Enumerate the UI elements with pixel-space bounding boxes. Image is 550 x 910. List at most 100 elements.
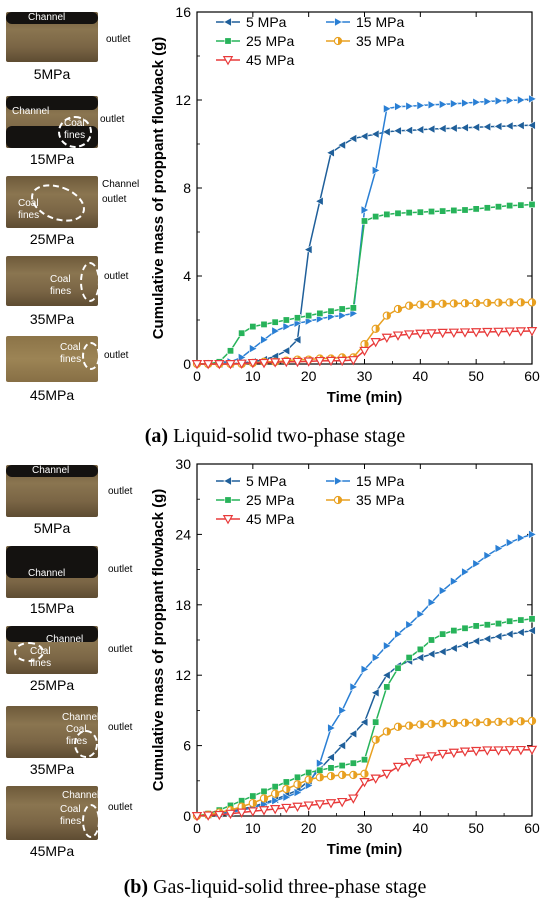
x-tick-label: 40 [413,820,429,836]
data-point [348,133,357,144]
x-tick-label: 60 [524,820,540,836]
data-point [450,206,458,214]
data-point [249,323,257,331]
data-point [472,205,480,213]
data-point [359,131,369,142]
data-point [527,120,536,131]
legend-marker [222,515,234,525]
photo-b-5mpa: Channel [6,465,98,517]
legend-marker [334,476,343,486]
data-point [293,773,301,781]
data-point [370,688,380,698]
data-point [282,792,292,802]
data-point [316,309,324,317]
data-point [493,631,503,642]
pressure-label: 5MPa [33,66,71,82]
pressure-label: 15MPa [29,600,75,616]
data-point [359,717,369,727]
data-point [483,96,493,107]
data-point [494,620,502,628]
data-point [460,299,470,308]
data-point [393,722,403,731]
photo-b-25mpa: Channel Coal fines [6,626,98,674]
data-point [315,773,324,782]
pressure-label: 15MPa [29,151,75,167]
data-point [393,304,403,314]
pressure-label: 25MPa [29,677,75,693]
data-point [415,329,426,340]
data-point [416,100,426,111]
data-point [293,780,302,789]
data-point [303,357,314,367]
data-point [483,621,491,629]
data-point [372,652,381,663]
data-point [249,792,257,800]
outlet-label: outlet [106,34,131,45]
data-point [526,327,538,337]
chart-a: 0 10 20 30 40 50 60 0 4 8 12 16 Time (min) Cumulative… [150,4,540,406]
photo-label: Channel [46,634,84,645]
photo-label: Channel [28,12,66,23]
outlet-label: outlet [108,722,133,733]
data-point [449,643,458,653]
data-point [281,357,292,368]
data-point [405,209,413,217]
data-point [506,95,515,106]
data-point [360,217,368,225]
data-point [338,762,346,770]
series-35-mpa [192,716,537,821]
photo-label: Channel [12,106,50,117]
data-point [260,787,268,795]
legend-entry: 15 MPa [326,473,404,489]
data-point [403,330,415,340]
data-point [494,717,503,727]
outlet-label: outlet [108,486,133,497]
photo-label: Coal [66,724,87,735]
legend-marker [224,496,232,504]
data-point [437,123,447,134]
pressure-label: 25MPa [29,231,75,247]
data-point [392,331,404,341]
data-point [372,213,380,221]
legend-label: 25 MPa [246,33,294,49]
data-point [426,752,437,762]
data-point [271,789,280,798]
data-point [338,705,347,716]
data-point [227,347,235,355]
data-point [260,335,269,345]
data-point [327,307,335,315]
y-axis-label: Cumulative mass of proppant flowback (g) [150,489,167,792]
outlet-label: outlet [102,194,127,205]
data-point [305,769,313,777]
data-point [392,762,404,773]
data-point [360,664,370,675]
data-point [282,316,290,324]
data-point [493,746,504,756]
data-point [249,343,258,354]
data-point [460,718,470,727]
data-point [349,304,357,312]
data-point [460,123,469,133]
x-tick-label: 10 [245,368,261,384]
photo-a-5mpa: Channel [6,12,98,62]
photo-a-25mpa: Coal fines [6,176,98,229]
legend-label: 25 MPa [246,492,294,508]
data-point [415,124,424,135]
data-point [459,747,471,757]
data-point [404,125,413,136]
data-point [427,100,437,110]
data-point [238,352,247,363]
data-point [438,719,447,728]
data-point [403,758,415,768]
photo-label: fines [50,286,72,297]
y-tick-label: 12 [175,667,191,683]
data-point [426,124,436,134]
data-point [483,550,493,561]
photo-label: fines [18,210,40,221]
data-point [461,567,470,577]
data-point [360,756,368,764]
photo-label: fines [66,736,88,747]
y-tick-label: 24 [175,526,191,542]
data-point [517,616,525,624]
data-point [248,798,257,808]
